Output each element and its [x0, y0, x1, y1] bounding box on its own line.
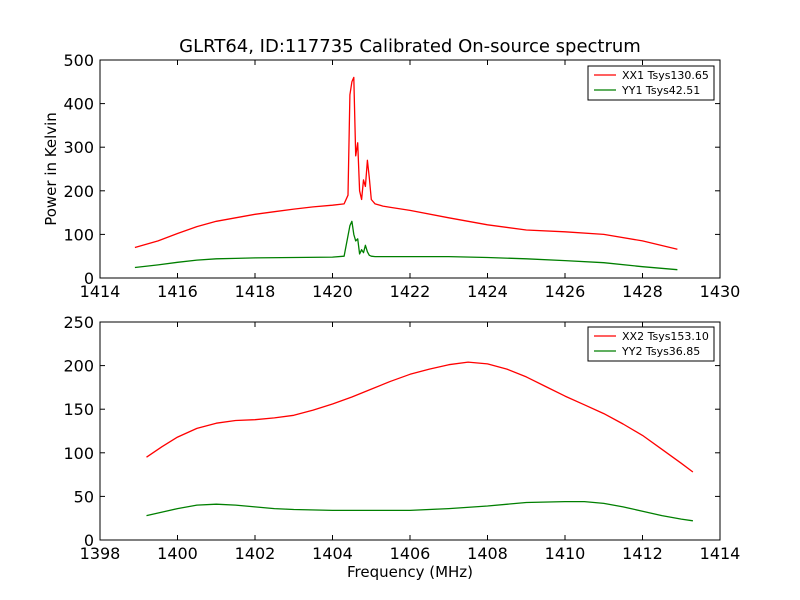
x-tick-label: 1412 — [622, 544, 663, 563]
x-tick-label: 1400 — [157, 544, 198, 563]
y-tick-label: 100 — [63, 225, 94, 244]
legend-box — [587, 326, 715, 362]
x-tick-label: 1404 — [312, 544, 353, 563]
y-tick-label: 250 — [63, 313, 94, 332]
y-tick-label: 200 — [63, 182, 94, 201]
y-tick-label: 200 — [63, 357, 94, 376]
x-tick-label: 1430 — [700, 282, 741, 301]
legend-entry: YY1 Tsys42.51 — [621, 84, 700, 97]
x-tick-label: 1428 — [622, 282, 663, 301]
legend: XX2 Tsys153.10 YY2 Tsys36.85 — [587, 326, 715, 362]
y-tick-label: 150 — [63, 400, 94, 419]
bottom-spectrum-panel: 1398 1400 1402 1404 1406 1408 1410 1412 1414 0 50 1… — [63, 313, 740, 581]
y-tick-label: 100 — [63, 444, 94, 463]
legend-box — [587, 65, 715, 101]
x-tick-label: 1408 — [467, 544, 508, 563]
x-tick-label: 1418 — [235, 282, 276, 301]
x-tick-label: 1420 — [312, 282, 353, 301]
legend-entry: YY2 Tsys36.85 — [621, 345, 700, 358]
x-tick-label: 1398 — [80, 544, 121, 563]
y-tick-label: 400 — [63, 95, 94, 114]
y-tick-label: 300 — [63, 138, 94, 157]
x-tick-label: 1414 — [80, 282, 121, 301]
y-axis-label: Power in Kelvin — [42, 112, 60, 226]
legend-entry: XX1 Tsys130.65 — [622, 69, 709, 82]
x-tick-label: 1424 — [467, 282, 508, 301]
y-tick-label: 0 — [84, 531, 94, 550]
x-tick-label: 1406 — [390, 544, 431, 563]
legend: XX1 Tsys130.65 YY1 Tsys42.51 — [587, 65, 715, 101]
series-line-yy2 — [146, 500, 693, 522]
series-line-xx2 — [146, 361, 694, 473]
y-tick-label: 50 — [74, 487, 94, 506]
x-tick-label: 1416 — [157, 282, 198, 301]
legend-entry: XX2 Tsys153.10 — [622, 330, 709, 343]
chart-title: GLRT64, ID:117735 Calibrated On-source s… — [179, 36, 641, 57]
x-axis-label: Frequency (MHz) — [347, 563, 473, 581]
x-tick-label: 1402 — [235, 544, 276, 563]
top-spectrum-panel: 1414 1416 1418 1420 1422 1424 1426 1428 1430 0 100… — [42, 51, 740, 301]
series-line-yy1 — [134, 220, 678, 271]
series-line-xx1 — [134, 76, 678, 250]
x-tick-label: 1426 — [545, 282, 586, 301]
x-tick-label: 1422 — [390, 282, 431, 301]
y-tick-label: 500 — [63, 51, 94, 70]
x-tick-label: 1414 — [700, 544, 741, 563]
x-tick-label: 1410 — [545, 544, 586, 563]
y-tick-label: 0 — [84, 269, 94, 288]
